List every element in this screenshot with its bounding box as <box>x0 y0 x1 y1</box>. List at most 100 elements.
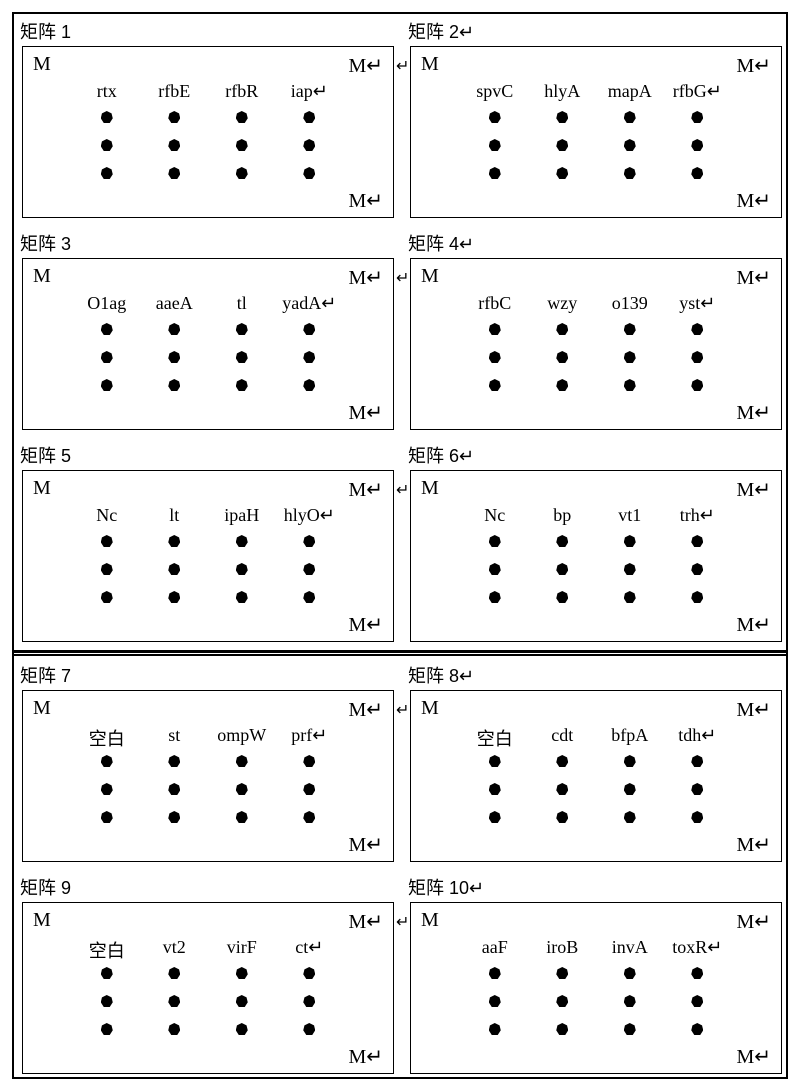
dot-cell <box>600 755 660 775</box>
dot-icon <box>691 755 703 767</box>
matrix-content: rtxrfbErfbRiap↵ <box>23 81 393 187</box>
gene-labels-row: 空白vt2virFct↵ <box>23 937 393 959</box>
corner-row-top: MM↵ <box>421 909 771 933</box>
dot-icon <box>168 167 180 179</box>
dot-cell <box>667 995 727 1015</box>
dot-icon <box>691 783 703 795</box>
gene-label: vt2 <box>144 937 204 959</box>
corner-marker-tl: M <box>33 265 51 289</box>
matrix-content: NcltipaHhlyO↵ <box>23 505 393 611</box>
matrix-block-5: 矩阵 5MM↵NcltipaHhlyO↵M↵↵ <box>14 438 402 646</box>
dot-icon <box>624 591 636 603</box>
dot-cell <box>144 783 204 803</box>
corner-marker-br: M↵ <box>736 400 771 425</box>
dot-cell <box>465 167 525 187</box>
dot-row <box>411 591 781 611</box>
dot-row <box>411 351 781 371</box>
dot-icon <box>489 783 501 795</box>
dot-cell <box>77 111 137 131</box>
dot-icon <box>303 351 315 363</box>
dot-icon <box>101 591 113 603</box>
dot-icon <box>556 379 568 391</box>
dot-cell <box>667 783 727 803</box>
gene-label: ompW <box>212 725 272 747</box>
dot-icon <box>236 1023 248 1035</box>
dot-cell <box>667 563 727 583</box>
mid-divider-top <box>14 650 786 653</box>
matrix-title: 矩阵 1 <box>14 14 402 46</box>
corner-marker-tl: M <box>421 53 439 77</box>
dot-cell <box>144 1023 204 1043</box>
corner-marker-br: M↵ <box>736 612 771 637</box>
dot-icon <box>624 783 636 795</box>
corner-marker-br: M↵ <box>736 188 771 213</box>
dot-row <box>23 783 393 803</box>
dot-icon <box>489 811 501 823</box>
dot-icon <box>236 323 248 335</box>
dot-icon <box>624 167 636 179</box>
dot-icon <box>624 351 636 363</box>
dot-icon <box>303 755 315 767</box>
dot-cell <box>144 755 204 775</box>
dot-row <box>23 811 393 831</box>
dot-cell <box>532 139 592 159</box>
dot-icon <box>168 323 180 335</box>
matrix-block-2: 矩阵 2↵MM↵spvChlyAmapArfbG↵M↵ <box>402 14 790 222</box>
outer-frame: 矩阵 1MM↵rtxrfbErfbRiap↵M↵↵矩阵 2↵MM↵spvChly… <box>12 12 788 1079</box>
dot-icon <box>624 967 636 979</box>
dot-icon <box>691 967 703 979</box>
dot-icon <box>101 755 113 767</box>
matrix-title: 矩阵 4↵ <box>402 226 790 258</box>
gene-label: invA <box>600 937 660 959</box>
dot-icon <box>489 351 501 363</box>
dot-cell <box>77 535 137 555</box>
gene-label: cdt <box>532 725 592 747</box>
dot-cell <box>465 591 525 611</box>
matrix-content: aaFiroBinvAtoxR↵ <box>411 937 781 1043</box>
corner-marker-tr: M↵ <box>736 53 771 77</box>
dot-icon <box>168 811 180 823</box>
dot-icon <box>624 379 636 391</box>
dot-icon <box>168 755 180 767</box>
gene-label: tdh↵ <box>667 725 727 747</box>
gene-label: tl <box>212 293 272 315</box>
dot-cell <box>77 139 137 159</box>
dot-icon <box>236 167 248 179</box>
gene-label: aaF <box>465 937 525 959</box>
dot-cell <box>279 783 339 803</box>
gene-label: virF <box>212 937 272 959</box>
dot-icon <box>556 167 568 179</box>
dot-cell <box>212 783 272 803</box>
corner-marker-tl: M <box>421 909 439 933</box>
dot-icon <box>236 139 248 151</box>
dot-cell <box>465 351 525 371</box>
dot-row <box>411 111 781 131</box>
dot-row <box>411 995 781 1015</box>
page: 矩阵 1MM↵rtxrfbErfbRiap↵M↵↵矩阵 2↵MM↵spvChly… <box>0 0 800 1091</box>
dot-icon <box>303 563 315 575</box>
dot-cell <box>600 167 660 187</box>
dot-icon <box>691 379 703 391</box>
corner-row-top: MM↵ <box>421 697 771 721</box>
dot-row <box>23 591 393 611</box>
dot-cell <box>532 563 592 583</box>
dot-icon <box>101 1023 113 1035</box>
dot-icon <box>236 379 248 391</box>
dot-cell <box>212 995 272 1015</box>
dot-cell <box>667 351 727 371</box>
dot-icon <box>236 755 248 767</box>
matrix-box: MM↵O1agaaeAtlyadA↵M↵ <box>22 258 394 430</box>
dot-cell <box>667 967 727 987</box>
dot-cell <box>279 167 339 187</box>
dot-cell <box>212 811 272 831</box>
gene-label: rfbE <box>144 81 204 103</box>
dot-cell <box>532 535 592 555</box>
gene-label: O1ag <box>77 293 137 315</box>
dot-icon <box>101 995 113 1007</box>
dot-icon <box>556 783 568 795</box>
corner-row-top: MM↵ <box>33 909 383 933</box>
matrix-block-6: 矩阵 6↵MM↵Ncbpvt1trh↵M↵ <box>402 438 790 646</box>
gene-labels-row: rtxrfbErfbRiap↵ <box>23 81 393 103</box>
matrix-box: MM↵空白vt2virFct↵M↵ <box>22 902 394 1074</box>
matrix-title: 矩阵 3 <box>14 226 402 258</box>
